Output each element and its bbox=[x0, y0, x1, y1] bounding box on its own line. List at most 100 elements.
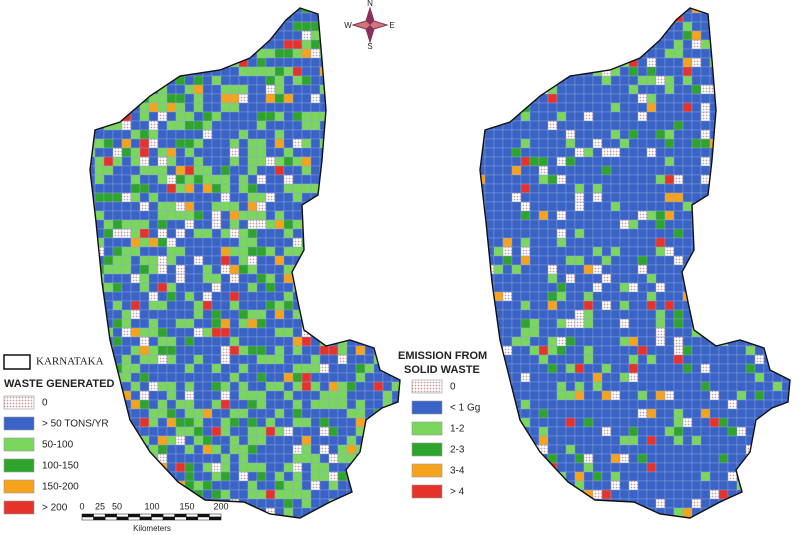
grid-cell bbox=[493, 354, 504, 365]
grid-cell bbox=[310, 453, 321, 464]
grid-cell bbox=[601, 291, 612, 302]
grid-cell bbox=[229, 165, 240, 176]
grid-cell bbox=[610, 264, 621, 275]
grid-cell bbox=[265, 246, 276, 257]
grid-cell bbox=[337, 426, 348, 437]
grid-cell bbox=[637, 102, 648, 113]
grid-cell bbox=[682, 93, 693, 104]
grid-cell bbox=[664, 417, 675, 428]
grid-cell bbox=[301, 498, 312, 509]
grid-cell bbox=[382, 156, 393, 167]
grid-cell bbox=[391, 516, 400, 518]
grid-cell bbox=[238, 426, 249, 437]
grid-cell bbox=[628, 228, 639, 239]
grid-cell bbox=[628, 75, 639, 86]
grid-cell bbox=[247, 111, 258, 122]
grid-cell bbox=[355, 390, 366, 401]
grid-cell bbox=[610, 363, 621, 374]
grid-cell bbox=[538, 84, 549, 95]
grid-cell bbox=[592, 102, 603, 113]
grid-cell bbox=[112, 75, 123, 86]
grid-cell bbox=[328, 291, 339, 302]
grid-cell bbox=[364, 471, 375, 482]
grid-cell bbox=[328, 255, 339, 266]
grid-cell bbox=[736, 102, 747, 113]
grid-cell bbox=[655, 399, 666, 410]
grid-cell bbox=[310, 426, 321, 437]
grid-cell bbox=[763, 300, 774, 311]
grid-cell bbox=[637, 462, 648, 473]
grid-cell bbox=[193, 480, 204, 491]
grid-cell bbox=[547, 129, 558, 140]
grid-cell bbox=[574, 309, 585, 320]
grid-cell bbox=[256, 264, 267, 275]
grid-cell bbox=[781, 228, 790, 239]
grid-cell bbox=[229, 93, 240, 104]
grid-cell bbox=[709, 516, 720, 518]
grid-cell bbox=[511, 147, 522, 158]
grid-cell bbox=[90, 435, 96, 446]
grid-cell bbox=[556, 300, 567, 311]
legend-swatch bbox=[3, 395, 35, 410]
grid-cell bbox=[601, 57, 612, 68]
grid-cell bbox=[610, 192, 621, 203]
grid-cell bbox=[90, 318, 96, 329]
grid-cell bbox=[184, 390, 195, 401]
grid-cell bbox=[781, 489, 790, 500]
grid-cell bbox=[556, 354, 567, 365]
grid-cell bbox=[556, 435, 567, 446]
grid-cell bbox=[520, 399, 531, 410]
grid-cell bbox=[112, 417, 123, 428]
grid-cell bbox=[157, 489, 168, 500]
grid-cell bbox=[229, 417, 240, 428]
grid-cell bbox=[364, 291, 375, 302]
grid-cell bbox=[781, 498, 790, 509]
grid-cell bbox=[700, 75, 711, 86]
grid-cell bbox=[601, 516, 612, 518]
grid-cell bbox=[664, 192, 675, 203]
grid-cell bbox=[511, 480, 522, 491]
grid-cell bbox=[175, 165, 186, 176]
grid-cell bbox=[484, 453, 495, 464]
grid-cell bbox=[511, 264, 522, 275]
grid-cell bbox=[90, 75, 96, 86]
grid-cell bbox=[547, 426, 558, 437]
grid-cell bbox=[547, 12, 558, 23]
grid-cell bbox=[772, 201, 783, 212]
grid-cell bbox=[547, 102, 558, 113]
grid-cell bbox=[283, 480, 294, 491]
grid-cell bbox=[772, 300, 783, 311]
grid-cell bbox=[364, 318, 375, 329]
grid-cell bbox=[94, 444, 105, 455]
grid-cell bbox=[166, 210, 177, 221]
grid-cell bbox=[355, 192, 366, 203]
grid-cell bbox=[583, 291, 594, 302]
grid-cell bbox=[718, 156, 729, 167]
grid-cell bbox=[791, 355, 800, 364]
grid-cell bbox=[673, 318, 684, 329]
grid-cell bbox=[166, 174, 177, 185]
grid-cell bbox=[283, 174, 294, 185]
grid-cell bbox=[157, 327, 168, 338]
grid-cell bbox=[480, 435, 486, 446]
grid-cell bbox=[601, 75, 612, 86]
grid-cell bbox=[637, 390, 648, 401]
grid-cell bbox=[373, 435, 384, 446]
grid-cell bbox=[727, 498, 738, 509]
grid-cell bbox=[565, 93, 576, 104]
grid-cell bbox=[791, 130, 800, 139]
grid-cell bbox=[274, 435, 285, 446]
grid-cell bbox=[673, 255, 684, 266]
grid-cell bbox=[193, 444, 204, 455]
scale-label: 100 bbox=[144, 501, 159, 511]
grid-cell bbox=[763, 48, 774, 59]
grid-cell bbox=[565, 147, 576, 158]
grid-cell bbox=[310, 462, 321, 473]
grid-cell bbox=[90, 336, 96, 347]
grid-cell bbox=[673, 390, 684, 401]
grid-cell bbox=[592, 201, 603, 212]
grid-cell bbox=[484, 291, 495, 302]
grid-cell bbox=[484, 165, 495, 176]
grid-cell bbox=[610, 462, 621, 473]
grid-cell bbox=[401, 166, 410, 175]
